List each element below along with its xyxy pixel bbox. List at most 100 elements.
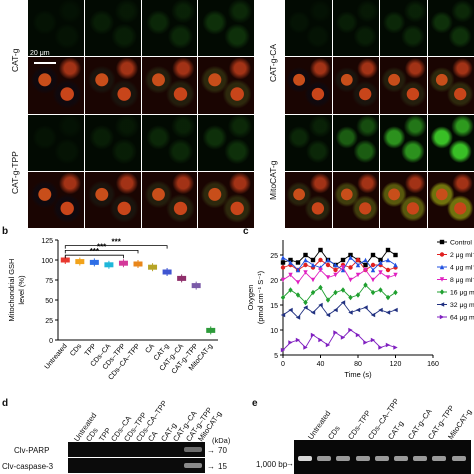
data-point	[340, 267, 346, 273]
blot-row-label-caspase3: Clv-caspase-3	[2, 462, 54, 471]
data-point	[310, 262, 316, 268]
data-point	[280, 347, 286, 353]
data-point	[363, 305, 368, 310]
data-point	[303, 305, 308, 310]
dna-gel	[294, 440, 471, 474]
series-line	[282, 266, 396, 284]
data-point	[295, 292, 301, 298]
kda-15: 15	[218, 462, 227, 471]
green-channel-image	[141, 114, 198, 171]
y-axis-label: Mitochondrial GSH	[7, 259, 16, 322]
green-channel-image	[285, 0, 332, 57]
significance-label: ***	[97, 242, 107, 251]
data-point	[348, 265, 353, 270]
legend-label: 64 μg ml⁻¹	[450, 315, 474, 322]
data-point	[303, 299, 308, 306]
data-point	[303, 270, 308, 275]
scale-bar-label: 20 μm	[30, 50, 50, 57]
row-label-cat-g: CAT-g	[10, 48, 20, 72]
gel-band	[355, 456, 370, 461]
data-point	[348, 277, 353, 283]
data-point	[393, 289, 398, 296]
panel-d-letter: d	[2, 398, 9, 409]
legend-marker	[439, 252, 445, 257]
data-point	[288, 257, 293, 263]
data-point	[310, 332, 316, 338]
data-point	[370, 277, 376, 283]
y-tick-label: 0	[49, 338, 53, 345]
legend-label: 4 μg ml⁻¹	[450, 265, 474, 272]
series-line	[282, 301, 396, 319]
y-tick-label: 5	[274, 353, 278, 360]
data-point	[363, 282, 368, 288]
data-point	[370, 262, 376, 268]
x-tick-label: CDs	[69, 342, 83, 357]
merged-channel-image	[198, 57, 254, 114]
green-channel-image	[427, 0, 474, 57]
merged-channel-image	[332, 57, 379, 114]
data-point	[378, 345, 383, 350]
x-tick-label: CA	[144, 343, 156, 355]
data-point	[288, 272, 293, 278]
y-tick-label: 75	[45, 278, 53, 285]
microscopy-grid-left	[28, 0, 254, 228]
x-tick-label: Untreated	[44, 343, 69, 371]
x-tick-label: 0	[281, 361, 285, 368]
y-tick-label: 125	[41, 238, 53, 245]
row-label-cat-g-ca: CAT-g-CA	[268, 43, 278, 82]
legend-label: 16 μg ml⁻¹	[450, 290, 474, 297]
y-tick-label: 25	[270, 253, 278, 260]
data-point	[385, 310, 391, 315]
y-axis-label: (pmol cm⁻¹ S⁻¹)	[256, 270, 265, 324]
data-point	[370, 252, 376, 258]
significance-label: ***	[112, 238, 122, 247]
data-point	[310, 310, 316, 315]
scale-bar	[34, 62, 56, 64]
green-channel-image	[380, 0, 427, 57]
legend-marker	[439, 239, 445, 245]
significance-bracket	[64, 245, 168, 249]
panel-e-letter: e	[252, 398, 258, 409]
data-point	[333, 289, 338, 296]
data-point	[280, 255, 286, 260]
data-point	[355, 262, 361, 268]
legend-label: 8 μg ml⁻¹	[450, 277, 474, 284]
marker-label: 1,000 bp	[256, 460, 288, 469]
row-label-cat-g-tpp: CAT-g-TPP	[10, 151, 20, 194]
data-point	[318, 284, 323, 291]
green-channel-image	[332, 114, 379, 171]
series-line	[282, 329, 396, 351]
y-tick-label: 15	[270, 303, 278, 310]
merged-channel-image	[332, 171, 379, 228]
data-point	[303, 345, 308, 350]
x-tick-label: 80	[354, 361, 362, 368]
row-label-mitocat-g: MitoCAT-g	[268, 160, 278, 200]
legend-marker	[439, 302, 445, 307]
x-tick-label: 120	[390, 361, 402, 368]
data-point	[340, 300, 346, 305]
data-point	[280, 294, 286, 301]
x-tick-label: 160	[427, 361, 439, 368]
data-point	[325, 312, 331, 318]
green-channel-image	[427, 114, 474, 171]
kda-arrow-70: →	[207, 446, 215, 455]
data-point	[393, 307, 398, 313]
series-line	[282, 249, 396, 266]
x-tick-label: 40	[317, 361, 325, 368]
data-point	[325, 275, 331, 280]
merged-channel-image	[84, 171, 141, 228]
data-point	[385, 267, 391, 273]
green-channel-image	[198, 114, 254, 171]
gel-band	[413, 456, 428, 461]
data-point	[340, 257, 346, 263]
gel-band	[374, 456, 389, 461]
green-channel-image	[84, 0, 141, 57]
legend-marker	[439, 277, 445, 282]
data-point	[318, 247, 323, 253]
merged-channel-image	[380, 171, 427, 228]
gel-band	[451, 456, 466, 461]
x-axis-label: Time (s)	[344, 370, 372, 379]
data-point	[385, 342, 391, 348]
merged-channel-image	[28, 57, 84, 114]
data-point	[333, 330, 338, 335]
